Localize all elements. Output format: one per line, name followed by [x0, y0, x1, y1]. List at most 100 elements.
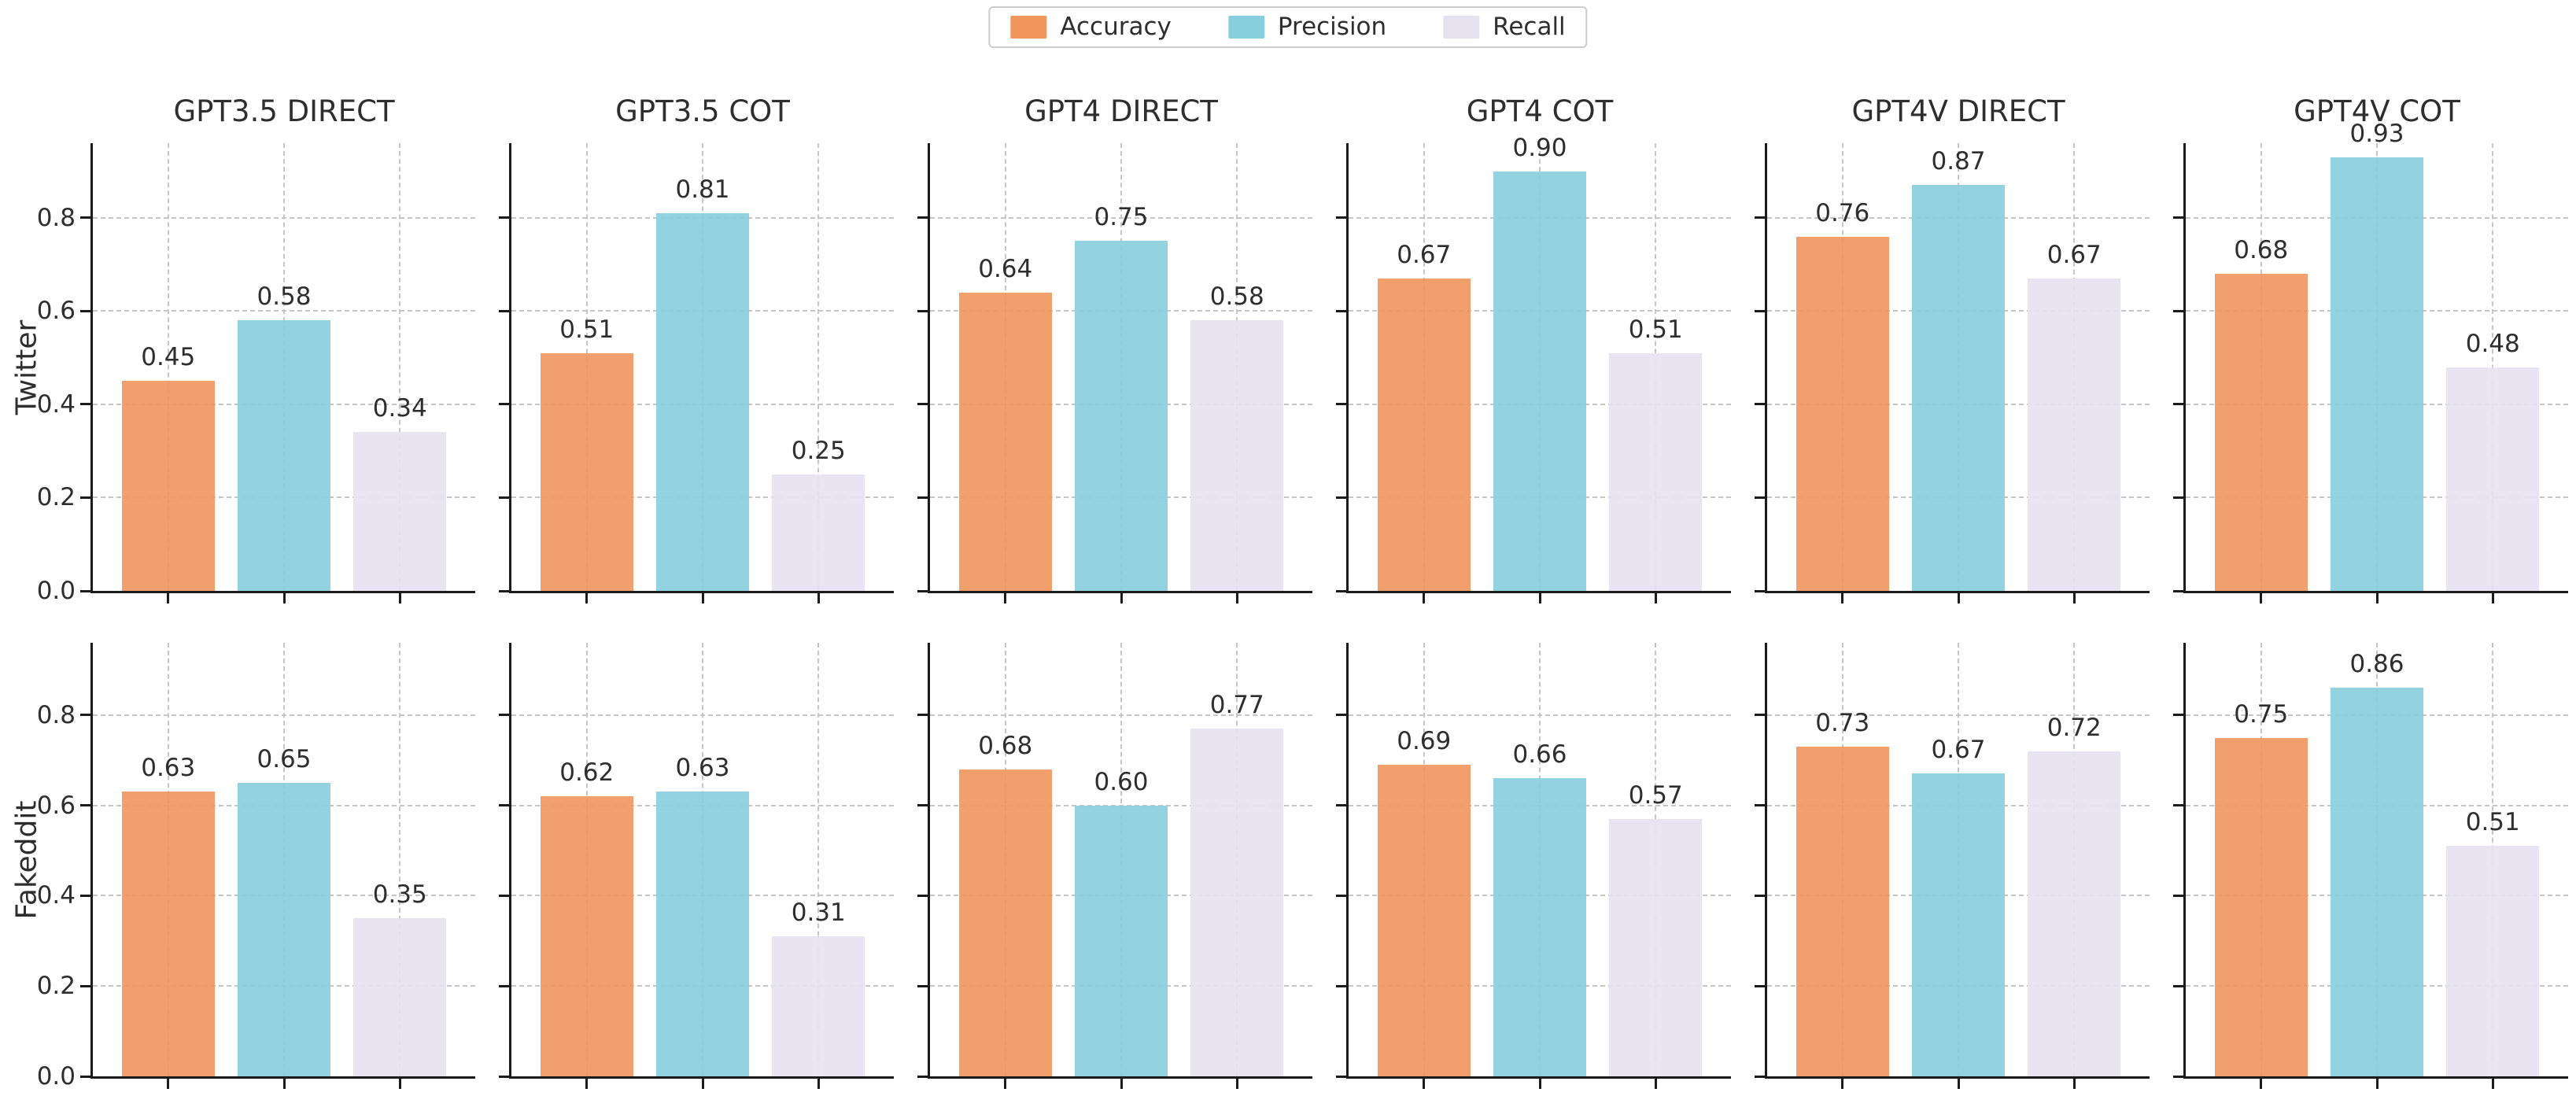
bar-accuracy	[2214, 273, 2308, 591]
bottom-spine	[90, 591, 475, 593]
bar-precision	[237, 782, 331, 1076]
bar-value-label: 0.67	[1931, 736, 1986, 765]
bar-value-label: 0.87	[1931, 147, 1986, 176]
subplot: GPT3.5 DIRECT 0.45 0.58 0.34	[80, 94, 475, 603]
left-spine	[1765, 143, 1767, 593]
bottom-spine	[1765, 591, 2150, 593]
bar-value-label: 0.93	[2349, 119, 2404, 148]
subplot: GPT4 DIRECT 0.64 0.75 0.58	[917, 94, 1312, 603]
x-tick	[1654, 1079, 1657, 1089]
y-tick	[80, 1075, 90, 1078]
x-tick	[1004, 593, 1007, 603]
bar-recall	[2028, 278, 2121, 591]
y-tick	[499, 589, 509, 592]
x-tick	[1004, 1079, 1007, 1089]
v-gridline	[399, 143, 401, 591]
subplot: GPT4 COT 0.67 0.90 0.51	[1336, 94, 1731, 603]
subplot-title: GPT4V DIRECT	[1851, 94, 2065, 128]
bottom-spine	[1346, 1076, 1731, 1079]
left-spine	[90, 143, 93, 593]
bar-accuracy	[540, 796, 633, 1076]
y-tick	[2173, 804, 2183, 807]
bottom-spine	[1765, 1076, 2150, 1079]
bar-value-label: 0.60	[1094, 767, 1149, 796]
bar-recall	[2028, 751, 2121, 1076]
legend-label: Accuracy	[1060, 13, 1172, 41]
bar-accuracy	[1377, 764, 1471, 1076]
y-tick	[80, 894, 90, 897]
subplot-title: GPT4 COT	[1466, 94, 1614, 128]
y-tick	[1336, 1075, 1346, 1078]
x-tick	[585, 593, 589, 603]
x-tick	[1957, 1079, 1960, 1089]
legend-label: Recall	[1493, 13, 1566, 41]
x-tick	[1957, 593, 1960, 603]
y-tick	[1755, 216, 1765, 220]
bar-value-label: 0.65	[256, 744, 312, 773]
bar-value-label: 0.69	[1397, 726, 1452, 755]
subplot: 0.69 0.66 0.57	[1336, 643, 1731, 1089]
bar-value-label: 0.63	[141, 754, 196, 783]
y-tick	[1755, 714, 1765, 717]
bar-value-label: 0.57	[1628, 780, 1683, 810]
y-tick	[80, 309, 90, 312]
bar-precision	[1911, 773, 2006, 1076]
subplot: 0.75 0.86 0.51	[2173, 643, 2568, 1089]
y-tick	[80, 984, 90, 987]
bar-precision	[1074, 241, 1168, 591]
subplot: 0.73 0.67 0.72	[1755, 643, 2150, 1089]
y-tick	[2173, 714, 2183, 717]
x-tick	[1235, 593, 1238, 603]
bar-accuracy	[958, 769, 1052, 1076]
bottom-spine	[928, 591, 1312, 593]
x-tick	[1841, 593, 1844, 603]
x-tick	[2375, 593, 2379, 603]
subplot: 0.63 0.65 0.35	[80, 643, 475, 1089]
x-tick	[1841, 1079, 1844, 1089]
x-tick	[1120, 1079, 1123, 1089]
y-tick	[917, 589, 928, 592]
bar-recall	[353, 432, 447, 591]
left-spine	[1346, 143, 1349, 593]
y-tick	[2173, 309, 2183, 312]
bar-value-label: 0.72	[2046, 713, 2102, 742]
bar-value-label: 0.76	[1815, 198, 1870, 227]
bar-recall	[353, 918, 447, 1076]
y-tick	[1755, 496, 1765, 499]
x-tick	[2072, 1079, 2076, 1089]
y-tick	[1336, 496, 1346, 499]
bar-accuracy	[1377, 278, 1471, 591]
y-tick	[499, 984, 509, 987]
y-tick	[1755, 804, 1765, 807]
left-spine	[1346, 643, 1349, 1079]
accuracy-swatch-icon	[1010, 16, 1047, 39]
x-tick	[282, 593, 286, 603]
bar-recall	[2446, 367, 2540, 591]
y-tick	[917, 894, 928, 897]
bar-value-label: 0.77	[1209, 691, 1264, 720]
x-tick	[1235, 1079, 1238, 1089]
bar-value-label: 0.58	[1209, 282, 1264, 312]
bar-value-label: 0.63	[675, 754, 730, 783]
y-tick	[80, 589, 90, 592]
x-tick	[1538, 1079, 1541, 1089]
y-tick	[1755, 894, 1765, 897]
y-tick	[80, 403, 90, 406]
x-tick	[2260, 1079, 2263, 1089]
bar-precision	[655, 792, 750, 1076]
bottom-spine	[928, 1076, 1312, 1079]
y-tick	[1755, 403, 1765, 406]
y-tick-label: 0.2	[36, 972, 76, 1001]
y-tick	[1336, 403, 1346, 406]
bar-value-label: 0.75	[1094, 203, 1149, 232]
bar-value-label: 0.73	[1815, 709, 1870, 737]
y-tick	[917, 714, 928, 717]
bar-value-label: 0.66	[1512, 740, 1567, 769]
y-tick	[917, 403, 928, 406]
y-tick	[1755, 589, 1765, 592]
bar-precision	[1911, 185, 2006, 591]
bar-precision	[2330, 157, 2424, 591]
bar-recall	[772, 474, 865, 591]
left-spine	[509, 143, 511, 593]
y-tick	[917, 984, 928, 987]
